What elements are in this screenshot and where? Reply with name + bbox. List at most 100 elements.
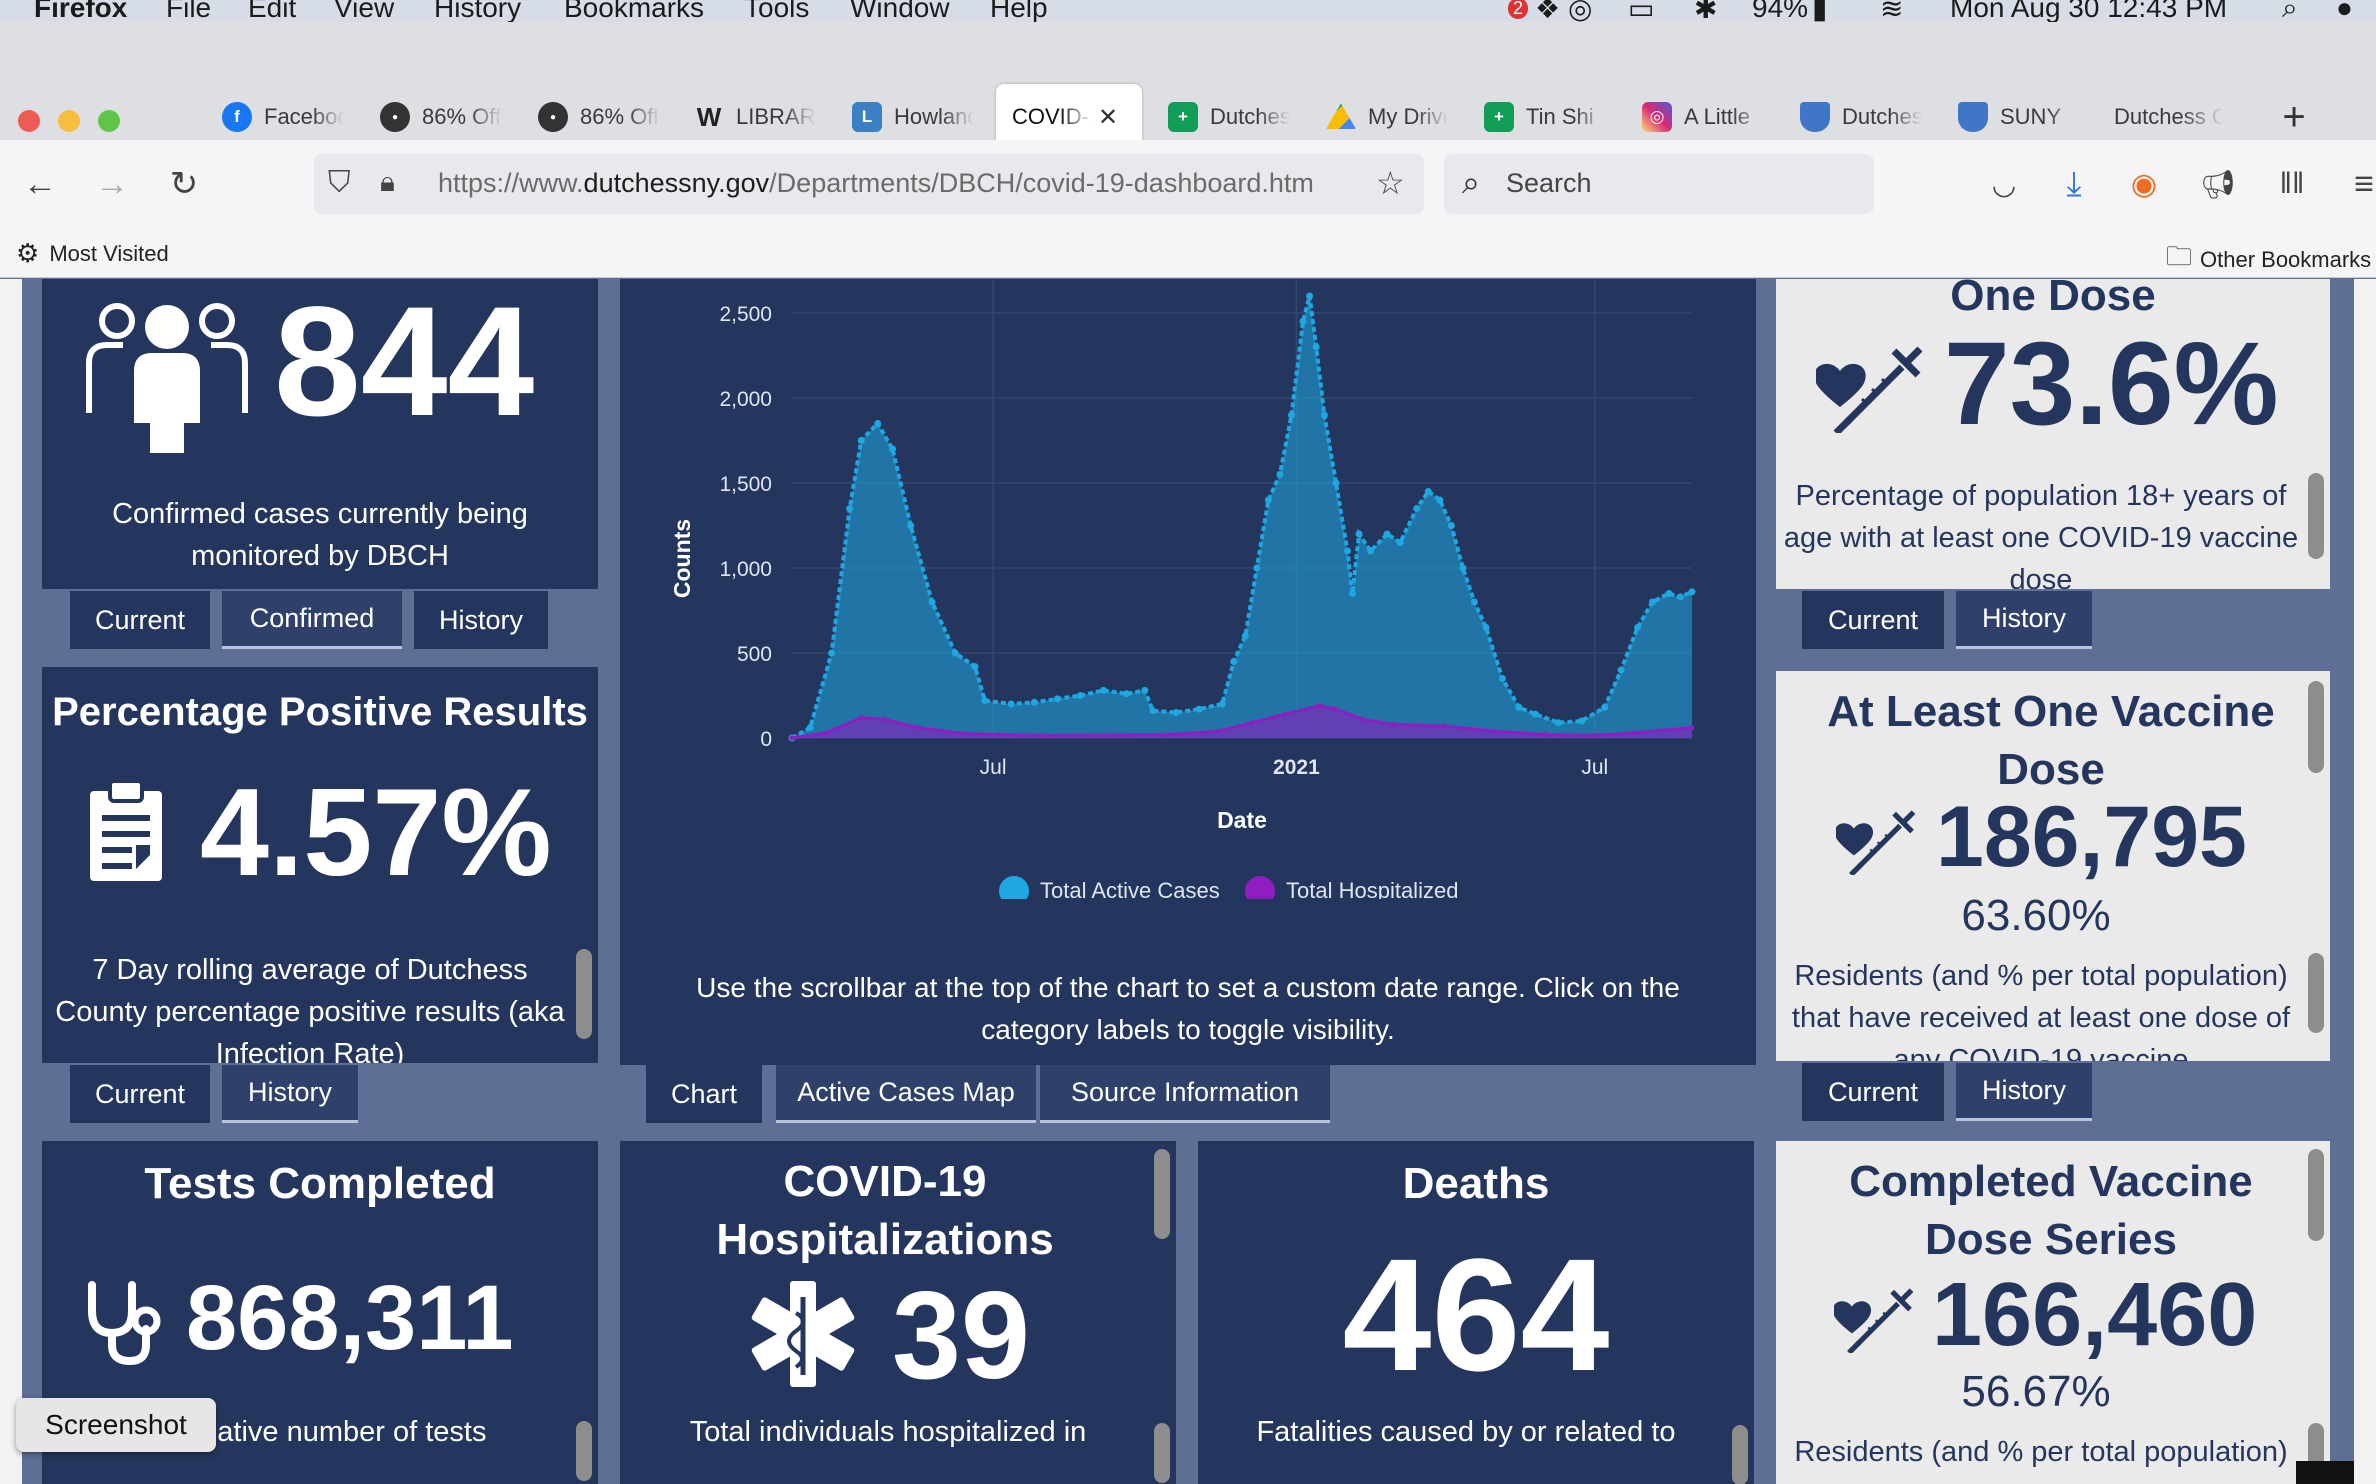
search-bar[interactable]: ⌕ Search	[1444, 154, 1874, 214]
data-point	[1007, 700, 1015, 708]
tab-positivity-history[interactable]: History	[222, 1065, 358, 1123]
scrollbar-thumb[interactable]	[1154, 1423, 1170, 1483]
hospitalizations-value: 39	[892, 1267, 1030, 1405]
data-point	[1531, 710, 1539, 718]
zoom-window-button[interactable]	[98, 110, 120, 132]
scrollbar-thumb[interactable]	[2308, 473, 2324, 559]
tab-at-least-one-history[interactable]: History	[1956, 1063, 2092, 1121]
data-point	[1601, 703, 1609, 711]
tab-active-cases-map[interactable]: Active Cases Map	[776, 1065, 1036, 1123]
scrollbar-thumb[interactable]	[1154, 1149, 1170, 1239]
pocket-icon[interactable]: ◡	[1991, 168, 2017, 200]
data-point	[846, 505, 854, 512]
url-text[interactable]: https://www.dutchessny.gov/Departments/D…	[438, 168, 1314, 198]
menu-icon[interactable]: ≡	[2354, 164, 2374, 203]
drive-icon	[1326, 103, 1356, 129]
tab-86-off-1[interactable]: ● 86% Off	[380, 84, 502, 150]
scrollbar-thumb[interactable]	[2308, 681, 2324, 773]
tab-dutchess-2[interactable]: Dutchess	[1800, 84, 1922, 150]
menu-file[interactable]: File	[166, 0, 212, 22]
y-tick-label: 2,500	[719, 303, 772, 326]
data-point	[858, 715, 864, 721]
tab-86-off-2[interactable]: ● 86% Off	[538, 84, 660, 150]
scrollbar-thumb[interactable]	[1732, 1425, 1748, 1484]
wikipedia-icon: W	[696, 101, 722, 132]
tab-library[interactable]: W LIBRARY	[694, 84, 816, 150]
tab-suny[interactable]: SUNY	[1958, 84, 2080, 150]
tab-howland[interactable]: L Howland	[852, 84, 974, 150]
tab-monitored-current[interactable]: Current	[70, 591, 210, 649]
data-point	[1172, 709, 1180, 716]
menu-window[interactable]: Window	[850, 0, 950, 22]
wifi-icon[interactable]: ≋	[1880, 0, 1904, 22]
tab-dutchess[interactable]: + Dutchess	[1168, 84, 1290, 150]
library-icon[interactable]: ‖‖	[2279, 167, 2305, 200]
data-point	[857, 437, 865, 444]
badge-icon: ●	[380, 102, 410, 132]
completed-series-value: 166,460	[1932, 1265, 2258, 1365]
new-tab-button[interactable]: +	[2282, 94, 2306, 139]
data-point	[916, 725, 922, 731]
close-tab-icon[interactable]: ✕	[1098, 103, 1119, 131]
back-arrow-icon[interactable]: ←	[23, 164, 57, 203]
tab-facebook[interactable]: f Facebook	[222, 84, 344, 150]
scrollbar-thumb[interactable]	[576, 949, 592, 1039]
forward-arrow-icon[interactable]: →	[95, 164, 129, 203]
spotlight-icon[interactable]: ⌕	[2282, 0, 2298, 22]
menu-bookmarks[interactable]: Bookmarks	[564, 0, 705, 22]
shield-icon[interactable]: ⛉	[328, 166, 351, 199]
bookmark-star-icon[interactable]: ☆	[1376, 165, 1405, 201]
reload-icon[interactable]: ↻	[169, 165, 199, 203]
active-cases-chart[interactable]: 0 500 1,000 1,500 2,000 2,500 Jul 2021 Jul Date Co…	[620, 279, 1756, 899]
bookmark-label: Other Bookmarks	[2200, 247, 2372, 272]
dropbox-icon[interactable]: ❖	[1535, 0, 1561, 22]
menu-tools[interactable]: Tools	[744, 0, 810, 22]
tab-label: LIBRARY	[736, 104, 816, 129]
menu-history[interactable]: History	[434, 0, 522, 22]
siri-icon[interactable]: ●	[2336, 0, 2353, 22]
tab-chart[interactable]: Chart	[646, 1065, 762, 1123]
data-point	[1348, 590, 1356, 597]
heart-syringe-icon	[1816, 346, 1923, 433]
menu-help[interactable]: Help	[990, 0, 1048, 22]
downloads-icon[interactable]: ⤓	[2066, 164, 2082, 203]
tab-tin-shi[interactable]: + Tin Shi	[1484, 84, 1606, 150]
scrollbar-thumb[interactable]	[2308, 953, 2324, 1033]
series-area	[792, 296, 1692, 738]
tab-label: SUNY	[2000, 104, 2062, 129]
data-point	[1617, 666, 1625, 674]
menu-view[interactable]: View	[334, 0, 395, 22]
sync-icon[interactable]: ◎	[1568, 0, 1593, 22]
bluetooth-icon[interactable]: ✱	[1694, 0, 1718, 22]
lock-icon[interactable]: 🔒︎	[380, 166, 395, 197]
url-bar[interactable]: ⛉ 🔒︎ https://www.dutchessny.gov/Departme…	[314, 154, 1424, 214]
tab-monitored-confirmed[interactable]: Confirmed	[222, 591, 402, 649]
tab-source-information[interactable]: Source Information	[1040, 1065, 1330, 1123]
tab-a-little[interactable]: ◎ A Little	[1642, 84, 1764, 150]
tab-one-dose-current[interactable]: Current	[1802, 591, 1944, 649]
series-area	[792, 705, 1692, 738]
scrollbar-thumb[interactable]	[576, 1421, 592, 1481]
clock[interactable]: Mon Aug 30 12:43 PM	[1950, 0, 2228, 22]
shield-icon	[1800, 102, 1830, 132]
tab-at-least-one-current[interactable]: Current	[1802, 1063, 1944, 1121]
airplay-icon[interactable]: ▭	[1628, 0, 1655, 22]
extension-icon[interactable]: ◉	[2130, 167, 2158, 201]
close-window-button[interactable]	[18, 110, 40, 132]
data-point	[1578, 717, 1586, 725]
tab-monitored-history[interactable]: History	[414, 591, 548, 649]
megaphone-icon[interactable]: 📢︎	[2200, 168, 2236, 200]
tab-my-drive[interactable]: My Drive	[1326, 84, 1448, 150]
battery-icon[interactable]: ▮	[1812, 0, 1828, 22]
menu-edit[interactable]: Edit	[248, 0, 297, 22]
tab-one-dose-history[interactable]: History	[1956, 591, 2092, 649]
data-point	[1459, 564, 1467, 572]
tab-positivity-current[interactable]: Current	[70, 1065, 210, 1123]
tab-dutchess-c[interactable]: Dutchess C	[2114, 84, 2226, 150]
bookmark-most-visited[interactable]: ⚙ Most Visited	[16, 238, 169, 269]
other-bookmarks[interactable]: 🗀 Other Bookmarks	[2166, 238, 2371, 282]
scrollbar-thumb[interactable]	[2308, 1149, 2324, 1241]
minimize-window-button[interactable]	[58, 110, 80, 132]
app-menu[interactable]: Firefox	[34, 0, 128, 22]
tab-covid-19[interactable]: COVID-19 ✕	[996, 84, 1142, 150]
